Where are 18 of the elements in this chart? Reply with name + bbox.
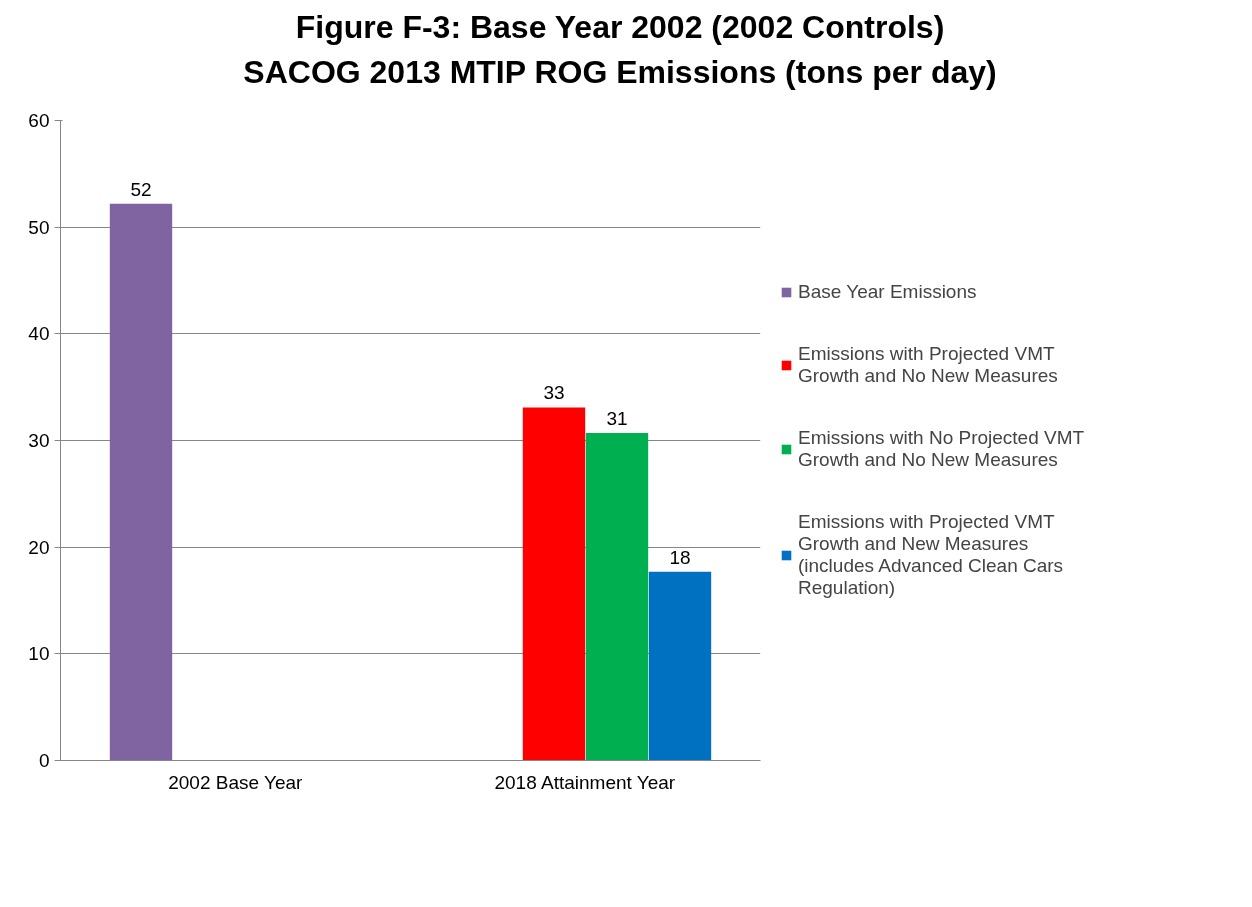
y-tick-label: 50 — [28, 216, 50, 238]
data-label: 31 — [606, 407, 628, 429]
data-label: 52 — [130, 178, 152, 200]
y-tick-label: 30 — [28, 429, 50, 451]
legend-label: Emissions with Projected VMT Growth and No New Measures — [798, 342, 1058, 387]
data-label: 18 — [669, 546, 691, 568]
x-tick-label: 2018 Attainment Year — [494, 771, 676, 793]
legend-label: Base Year Emissions — [798, 280, 977, 303]
y-tick-label: 60 — [28, 109, 50, 131]
y-tick-label: 20 — [28, 536, 50, 558]
data-label: 33 — [543, 382, 565, 404]
y-tick-label: 0 — [38, 749, 50, 771]
y-tick-label: 40 — [28, 322, 50, 344]
chart-title: Figure F-3: Base Year 2002 (2002 Controls) SACOG 2013 MTIP ROG Emissions (tons per day) — [243, 8, 997, 92]
legend-label: Emissions with Projected VMT Growth and New Measures (includes Advanced Clean Cars Regulation) — [798, 510, 1064, 599]
x-tick-label: 2002 Base Year — [168, 771, 304, 793]
y-tick-label: 10 — [28, 642, 50, 664]
legend-label: Emissions with No Projected VMT Growth and No New Measures — [798, 426, 1085, 471]
